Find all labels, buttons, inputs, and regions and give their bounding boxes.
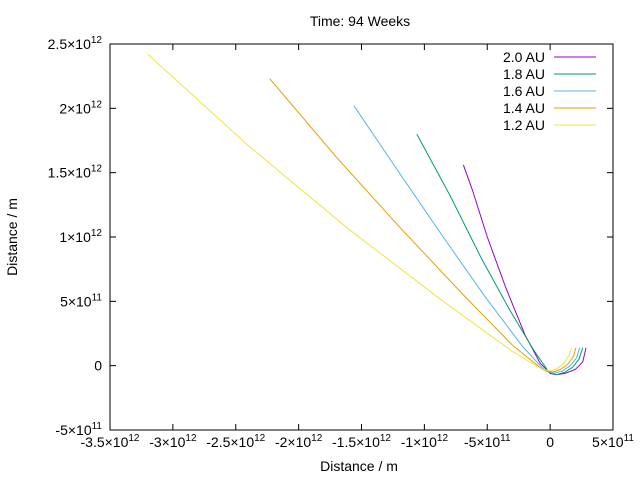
legend-label: 1.6 AU [503, 83, 545, 99]
series-lines [147, 53, 587, 376]
x-axis-ticks: -3.5×1012 -3×1012 -2.5×1012 -2×1012 -1.5×101… [81, 44, 634, 450]
series-line-1-8-au [416, 133, 584, 376]
series-line-1-2-au [147, 53, 572, 372]
y-tick-label: 0 [94, 358, 102, 374]
y-tick-label: 1×1012 [59, 228, 102, 245]
y-tick-label: 2.5×1012 [48, 35, 103, 52]
legend: 2.0 AU1.8 AU1.6 AU1.4 AU1.2 AU [503, 49, 596, 133]
x-tick-label: -5×1011 [464, 433, 511, 450]
x-tick-label: 0 [546, 434, 554, 450]
legend-label: 2.0 AU [503, 49, 545, 65]
series-line-2-0-au [462, 164, 587, 376]
x-axis-label: Distance / m [320, 458, 398, 474]
y-axis-label: Distance / m [4, 198, 20, 276]
x-tick-label: 5×1011 [592, 433, 634, 450]
y-tick-label: 1.5×1012 [48, 164, 103, 181]
x-tick-label: -1.5×1012 [332, 433, 391, 450]
x-tick-label: -3×1012 [149, 433, 197, 450]
x-tick-label: -2.5×1012 [206, 433, 265, 450]
chart-title: Time: 94 Weeks [310, 13, 410, 29]
y-axis-ticks: -5×1011 0 5×1011 1×1012 1.5×1012 2×1012 2.5×10… [48, 35, 613, 438]
y-tick-label: 2×1012 [59, 99, 102, 116]
y-tick-label: -5×1011 [55, 421, 102, 438]
legend-label: 1.8 AU [503, 66, 545, 82]
series-line-1-6-au [353, 105, 581, 374]
legend-label: 1.2 AU [503, 117, 545, 133]
legend-label: 1.4 AU [503, 100, 545, 116]
x-tick-label: -2×1012 [275, 433, 323, 450]
y-tick-label: 5×1011 [60, 292, 102, 309]
x-tick-label: -3.5×1012 [81, 433, 140, 450]
x-tick-label: -1×1012 [401, 433, 449, 450]
